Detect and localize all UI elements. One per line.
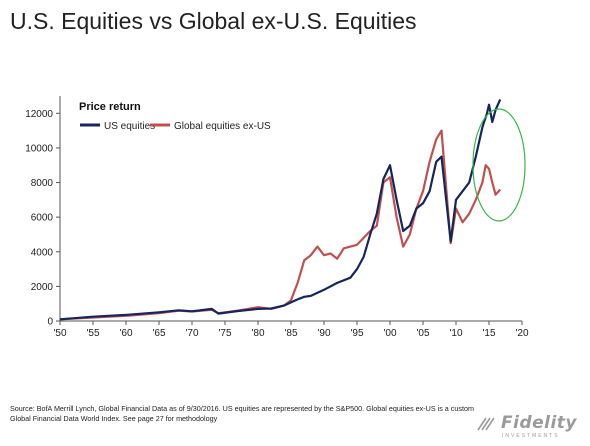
logo-subtext: INVESTMENTS: [502, 433, 560, 439]
y-tick-label: 10000: [25, 143, 53, 154]
x-tick-label: '10: [449, 328, 462, 339]
legend: US equities Global equities ex-US: [80, 121, 271, 132]
x-tick-label: '95: [350, 328, 363, 339]
fidelity-logo: Fidelity INVESTMENTS: [476, 413, 578, 439]
series-line-global-equities: [59, 129, 502, 321]
legend-label-us: US equities: [104, 121, 155, 132]
axes: 0 2000 4000 6000 8000 10000 12000 '50 '55 '60 '65 '…: [25, 96, 529, 339]
page-title: U.S. Equities vs Global ex-U.S. Equities: [10, 8, 417, 34]
y-tick-label: 8000: [31, 178, 54, 189]
x-tick-label: '80: [251, 328, 264, 339]
x-tick-label: '60: [119, 328, 132, 339]
x-tick-label: '90: [317, 328, 330, 339]
x-tick-label: '55: [86, 328, 99, 339]
y-tick-label: 0: [47, 317, 53, 328]
y-tick-label: 6000: [31, 213, 54, 224]
x-tick-label: '20: [515, 328, 528, 339]
x-tick-label: '85: [284, 328, 297, 339]
y-tick-label: 12000: [25, 109, 53, 120]
series-line-us-equities: [59, 99, 502, 321]
logo-lines-icon: [477, 417, 495, 430]
x-tick-label: '15: [482, 328, 495, 339]
chart-subtitle: Price return: [79, 101, 141, 113]
legend-label-global: Global equities ex-US: [174, 121, 271, 132]
x-tick-label: '00: [383, 328, 396, 339]
source-note: Source: BofA Merrill Lynch, Global Finan…: [10, 404, 474, 423]
x-tick-label: '50: [53, 328, 66, 339]
x-tick-label: '75: [218, 328, 231, 339]
x-tick-label: '05: [416, 328, 429, 339]
y-tick-label: 4000: [31, 247, 54, 258]
logo-wordmark: Fidelity: [501, 413, 578, 433]
series-layer: [59, 99, 502, 321]
y-tick-label: 2000: [31, 282, 54, 293]
x-tick-label: '65: [152, 328, 165, 339]
x-tick-label: '70: [185, 328, 198, 339]
highlight-ellipse: [472, 108, 526, 222]
